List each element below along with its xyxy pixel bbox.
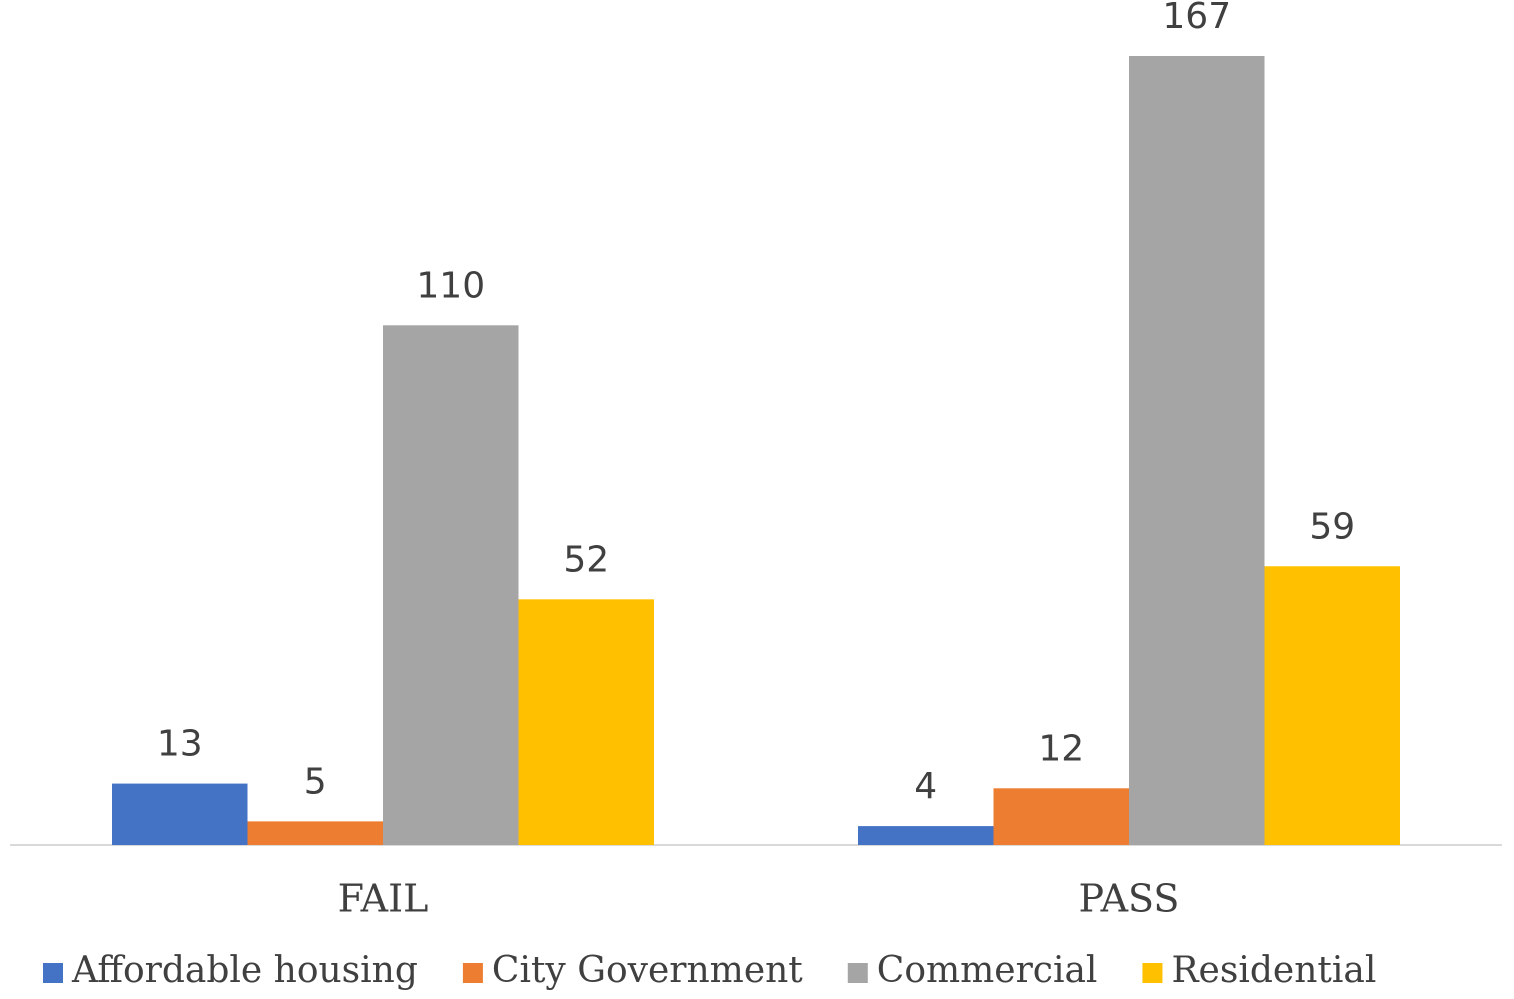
legend-swatch (1142, 963, 1163, 983)
data-label: 110 (416, 265, 485, 306)
bar (858, 826, 994, 845)
bar (383, 325, 519, 845)
legend-label: City Government (492, 950, 803, 991)
data-label: 5 (304, 761, 327, 802)
legend-label: Residential (1171, 950, 1376, 991)
bar (247, 821, 383, 845)
x-tick-label: PASS (1079, 877, 1180, 921)
data-label: 4 (914, 766, 937, 807)
bar (518, 599, 654, 845)
bar (993, 788, 1129, 845)
legend-swatch (462, 963, 483, 983)
data-label: 12 (1038, 728, 1084, 769)
data-label: 167 (1162, 0, 1231, 37)
bar (112, 783, 248, 845)
legend-swatch (43, 963, 63, 983)
legend-label: Commercial (877, 950, 1098, 991)
legend-swatch (847, 963, 868, 983)
x-tick-label: FAIL (338, 877, 429, 921)
data-label: 13 (157, 724, 203, 765)
legend-label: Affordable housing (71, 950, 418, 991)
bar (1129, 56, 1265, 845)
data-label: 52 (563, 539, 609, 580)
bar (1264, 566, 1400, 845)
data-label: 59 (1309, 506, 1355, 547)
